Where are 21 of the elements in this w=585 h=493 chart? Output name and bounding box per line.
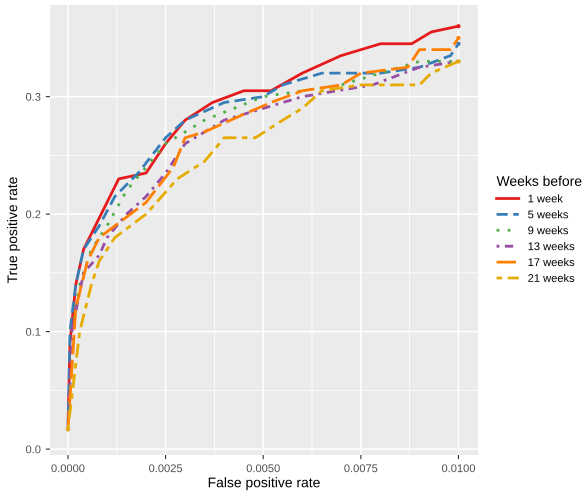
legend-label: 9 weeks [528, 226, 568, 234]
y-tick-label: 0.3 [26, 92, 40, 101]
point [456, 42, 461, 46]
point [456, 24, 461, 28]
x-tick-label: 0.0025 [149, 464, 182, 472]
legend-title: Weeks before [496, 176, 582, 186]
legend-label: 13 weeks [528, 242, 574, 250]
x-tick-label: 0.0075 [344, 464, 378, 472]
legend-label: 1 week [528, 194, 563, 202]
legend-label: 17 weeks [528, 258, 574, 266]
y-tick-label: 0.2 [26, 210, 40, 218]
x-tick-label: 0.0100 [442, 464, 476, 472]
y-tick-label: 0.0 [26, 445, 41, 454]
x-tick-label: 0.0050 [246, 464, 280, 472]
x-axis-title: False positive rate [208, 477, 320, 490]
y-tick-label: 0.1 [26, 328, 40, 336]
x-tick-label: 0.0000 [51, 464, 85, 472]
point [456, 36, 461, 40]
legend-label: 21 weeks [528, 274, 574, 282]
y-axis-title: True positive rate [7, 177, 20, 284]
legend-label: 5 weeks [528, 210, 568, 218]
